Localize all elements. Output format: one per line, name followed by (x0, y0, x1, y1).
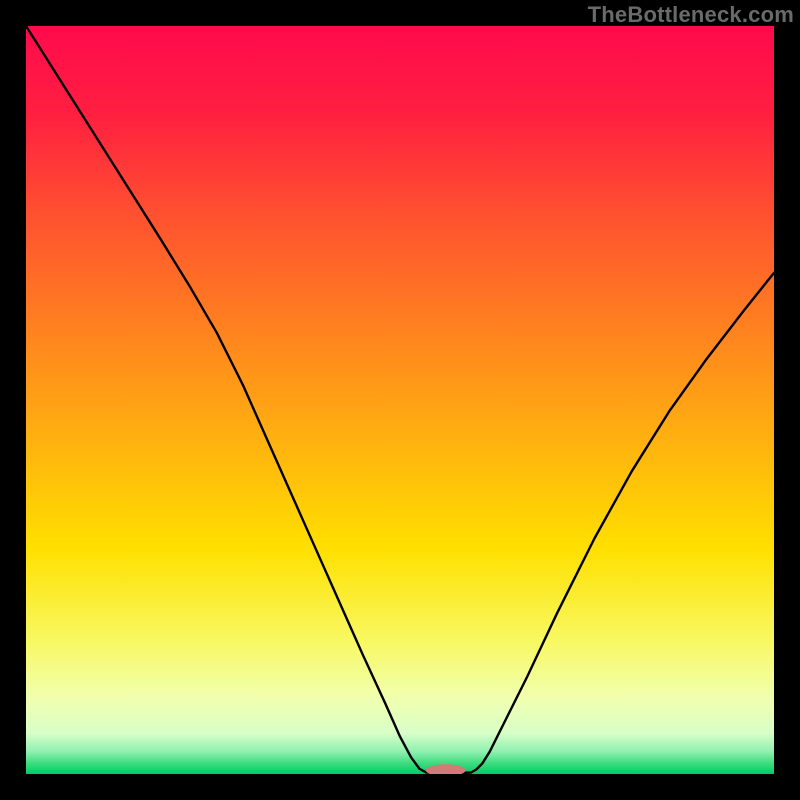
plot-svg (26, 26, 774, 774)
chart-container: TheBottleneck.com (0, 0, 800, 800)
watermark-text: TheBottleneck.com (588, 2, 794, 28)
plot-area (26, 26, 774, 774)
plot-background (26, 26, 774, 774)
